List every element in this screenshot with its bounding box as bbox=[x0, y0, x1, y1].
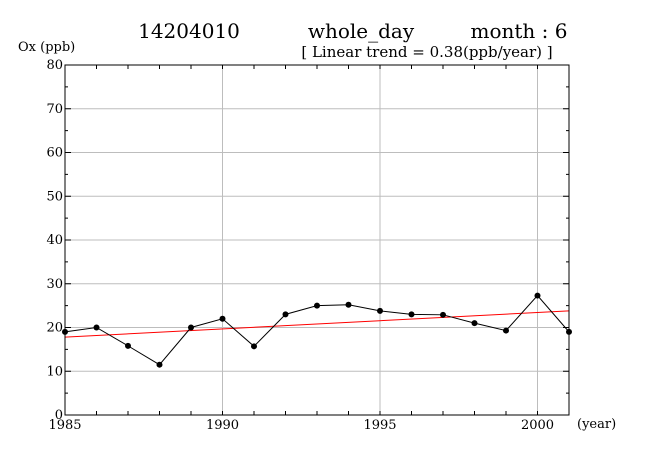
data-point bbox=[219, 315, 226, 322]
period-label: whole_day bbox=[308, 19, 415, 43]
data-series-group bbox=[62, 292, 572, 368]
y-axis-label: Ox (ppb) bbox=[18, 40, 75, 55]
y-tick-label: 40 bbox=[46, 233, 63, 248]
month-label: month : 6 bbox=[471, 19, 568, 43]
data-point bbox=[408, 311, 415, 318]
y-tick-label: 10 bbox=[46, 364, 63, 379]
linear-trend-line bbox=[64, 310, 570, 338]
y-tick-labels: 0 10 20 30 40 50 60 70 80 bbox=[46, 58, 63, 423]
y-tick-label: 70 bbox=[46, 102, 63, 117]
x-tick-label: 1995 bbox=[363, 418, 396, 433]
data-point bbox=[471, 320, 478, 327]
data-point bbox=[93, 324, 100, 331]
y-tick-label: 50 bbox=[46, 189, 63, 204]
x-tick-labels: 1985 1990 1995 2000 bbox=[48, 418, 554, 433]
data-point bbox=[314, 302, 320, 309]
x-axis-label: (year) bbox=[577, 417, 616, 432]
x-tick-label: 1985 bbox=[48, 418, 81, 433]
data-point bbox=[156, 361, 163, 368]
data-point bbox=[503, 327, 509, 334]
data-point bbox=[345, 301, 352, 308]
data-point bbox=[282, 311, 289, 318]
station-id: 14204010 bbox=[138, 19, 240, 43]
trend-note: [ Linear trend = 0.38(ppb/year) ] bbox=[301, 43, 552, 61]
data-point bbox=[377, 307, 383, 314]
data-point bbox=[188, 324, 194, 331]
x-tick-label: 1990 bbox=[206, 418, 239, 433]
y-tick-label: 30 bbox=[46, 277, 63, 292]
data-point bbox=[125, 342, 131, 349]
y-tick-label: 80 bbox=[46, 58, 63, 73]
y-tick-label: 0 bbox=[55, 408, 63, 423]
y-tick-label: 60 bbox=[46, 146, 63, 161]
data-point bbox=[251, 343, 257, 350]
trend-line-group bbox=[64, 310, 570, 338]
data-point bbox=[534, 292, 541, 299]
y-tick-label: 20 bbox=[46, 321, 63, 336]
grid-lines bbox=[64, 64, 570, 416]
plot-frame bbox=[64, 64, 570, 416]
data-point bbox=[440, 311, 446, 318]
x-tick-label: 2000 bbox=[521, 418, 554, 433]
